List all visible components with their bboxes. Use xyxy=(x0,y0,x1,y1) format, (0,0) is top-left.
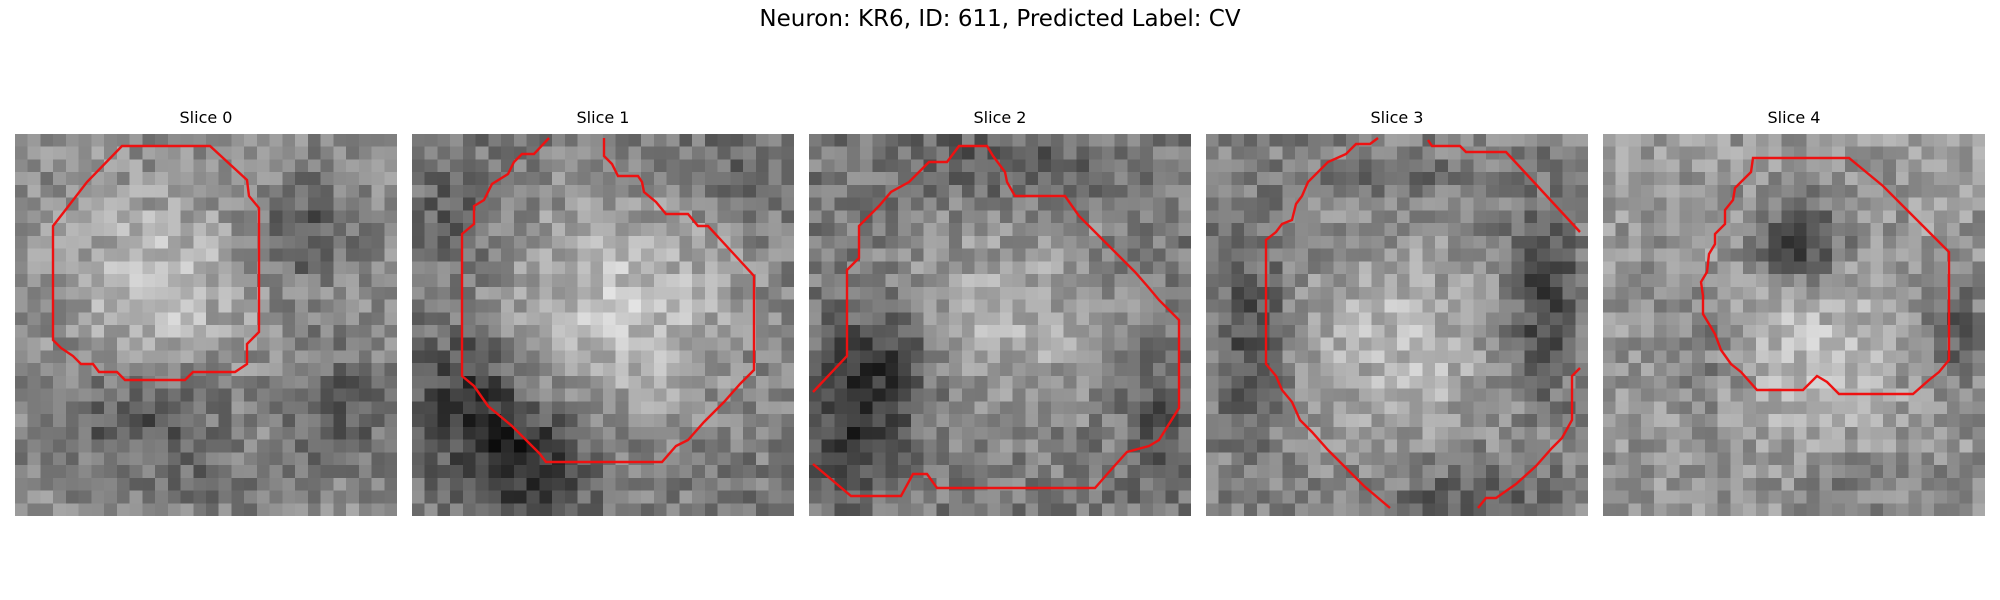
contour-overlay xyxy=(812,144,1181,498)
segmentation-contour xyxy=(51,144,261,382)
slice-title: Slice 3 xyxy=(1370,108,1424,127)
slice-panel-2: Slice 2 xyxy=(809,108,1191,516)
contour-overlay xyxy=(460,137,756,464)
slice-panel-0: Slice 0 xyxy=(15,108,397,516)
segmentation-contour xyxy=(1477,367,1581,509)
contour-overlay xyxy=(51,144,261,382)
segmentation-contour xyxy=(1264,137,1391,509)
slice-title: Slice 2 xyxy=(973,108,1027,127)
slice-title: Slice 0 xyxy=(179,108,233,127)
slice-panel-1: Slice 1 xyxy=(412,108,794,516)
segmentation-contour xyxy=(812,144,1181,498)
slice-title: Slice 1 xyxy=(576,108,630,127)
segmentation-contour xyxy=(460,137,756,464)
slice-image xyxy=(412,134,794,516)
slice-image xyxy=(1206,134,1588,516)
segmentation-contour xyxy=(1427,139,1581,233)
contour-overlay xyxy=(1264,137,1581,509)
slice-panel-4: Slice 4 xyxy=(1603,108,1985,516)
contour-overlay xyxy=(1699,156,1951,396)
figure-title: Neuron: KR6, ID: 611, Predicted Label: C… xyxy=(759,6,1241,32)
slice-image xyxy=(15,134,397,516)
segmentation-contour xyxy=(1699,156,1951,396)
slice-image xyxy=(1603,134,1985,516)
slice-title: Slice 4 xyxy=(1767,108,1821,127)
slice-panel-3: Slice 3 xyxy=(1206,108,1588,516)
